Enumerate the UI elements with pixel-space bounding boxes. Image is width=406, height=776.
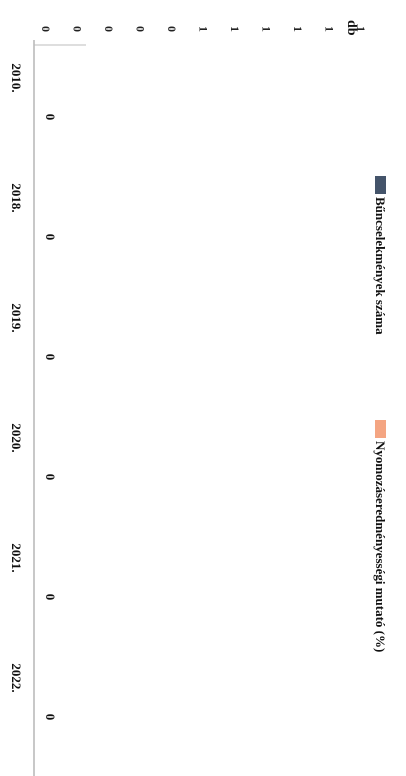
data-label: 0	[43, 474, 58, 481]
y-tick-label: 0	[165, 26, 179, 32]
data-label: 0	[43, 114, 58, 121]
data-label: 0	[43, 354, 58, 361]
y-tick-label: 0	[39, 26, 53, 32]
data-label: 0	[43, 594, 58, 601]
x-category-label: 2022.	[9, 663, 24, 692]
y-tick-label: 1	[197, 26, 211, 32]
y-tick-label: 0	[71, 26, 85, 32]
legend-swatch	[375, 420, 386, 438]
data-label: 0	[43, 234, 58, 241]
rotated-chart-group: db 0 0 0 0 0 1 1 1 1 1 1 2010. 2018. 2019. 2020. 2021.…	[9, 20, 388, 776]
x-category-label: 2020.	[9, 423, 24, 452]
y-tick-label: 1	[323, 26, 337, 32]
y-tick-label: 1	[354, 26, 368, 32]
x-category-label: 2018.	[9, 183, 24, 212]
y-axis-title: db	[344, 20, 359, 36]
y-tick-label: 0	[102, 26, 116, 32]
x-category-label: 2010.	[9, 63, 24, 92]
y-tick-labels: 0 0 0 0 0 1 1 1 1 1 1	[39, 26, 368, 32]
data-labels: 0 0 0 0 0 0	[43, 114, 58, 721]
x-category-label: 2021.	[9, 543, 24, 572]
legend-swatch	[375, 176, 386, 194]
y-tick-label: 1	[260, 26, 274, 32]
y-tick-label: 1	[228, 26, 242, 32]
y-tick-label: 1	[291, 26, 305, 32]
legend: Bűncselekmények száma Nyomozáseredményess…	[373, 176, 388, 652]
x-category-labels: 2010. 2018. 2019. 2020. 2021. 2022.	[9, 63, 24, 692]
legend-label: Nyomozáseredményességi mutató (%)	[373, 441, 388, 652]
y-tick-label: 0	[134, 26, 148, 32]
data-label: 0	[43, 714, 58, 721]
legend-label: Bűncselekmények száma	[373, 197, 388, 335]
x-category-label: 2019.	[9, 303, 24, 332]
